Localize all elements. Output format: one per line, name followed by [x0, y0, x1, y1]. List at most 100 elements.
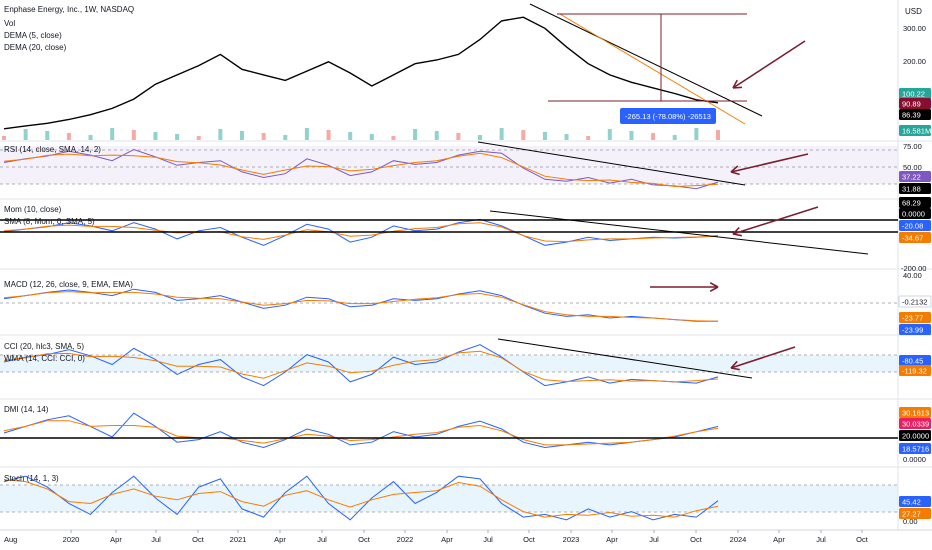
mom-sma-title: SMA (8, Mom, 0, SMA, 5)	[4, 217, 95, 226]
rsi-tag-bg-1	[899, 183, 931, 194]
time-label-14: Apr	[606, 535, 618, 544]
legend-dema-fast: DEMA (5, close)	[4, 31, 62, 40]
price-series	[3, 16, 719, 130]
price-trendline	[529, 3, 763, 117]
stoch-title: Stoch (14, 1, 3)	[4, 474, 59, 483]
legend-dema-slow: DEMA (20, close)	[4, 43, 67, 52]
time-label-20: Oct	[856, 535, 869, 544]
macd-tag-1: -23.77	[902, 314, 923, 323]
rsi-tag-bg-0	[899, 171, 931, 182]
macd-tag-0: -0.2132	[902, 298, 927, 307]
volume-bar	[283, 135, 288, 140]
volume-bar	[66, 133, 71, 140]
price-trendline-orange	[559, 13, 746, 125]
macd-tag-bg-0	[898, 295, 932, 308]
time-label-4: Oct	[192, 535, 205, 544]
rsi-trendline	[477, 141, 746, 186]
macd-title: MACD (12, 26, close, 9, EMA, EMA)	[4, 280, 133, 289]
stoch-tick-0: 0.00	[903, 517, 918, 526]
volume-bar	[348, 132, 353, 140]
mom-arrow-head-0	[732, 233, 742, 237]
price-tag-1: 90.89	[902, 100, 921, 109]
dmi-tag-bg-3	[899, 443, 931, 454]
volume-bar	[240, 131, 244, 140]
mom-tag-1: 0.0000	[902, 210, 925, 219]
legend-volume: Vol	[4, 19, 15, 28]
cci-tag-bg-1	[899, 365, 931, 376]
price-tag-bg-2	[899, 109, 931, 120]
rsi-tick-75: 75.00	[903, 142, 922, 151]
volume-bar	[564, 134, 569, 140]
dmi-tag-bg-1	[899, 418, 931, 429]
time-label-1: 2020	[63, 535, 80, 544]
price-tag-3: 16.581M	[902, 127, 931, 136]
volume-bar	[45, 131, 50, 140]
dmi-tag-2: 20.0000	[902, 432, 929, 441]
time-label-7: Jul	[317, 535, 327, 544]
stoch-tag-bg-0	[899, 496, 931, 507]
time-label-6: Apr	[274, 535, 286, 544]
rsi-tag-0: 37.22	[902, 173, 921, 182]
volume-bar	[304, 128, 309, 140]
volume-bar	[391, 136, 396, 140]
time-label-15: Jul	[649, 535, 659, 544]
mom-tag-bg-2	[899, 220, 931, 231]
dmi-signal	[3, 420, 719, 446]
mom-arrow-head-1	[732, 226, 740, 235]
cci-arrow-head-1	[730, 360, 738, 369]
mom-title: Mom (10, close)	[4, 205, 62, 214]
price-arrow	[732, 40, 806, 89]
macd-arrow-head-0	[709, 281, 719, 288]
price-arrow-head-1	[732, 79, 738, 89]
time-label-2: Apr	[110, 535, 122, 544]
volume-bar	[153, 132, 158, 140]
indicator-bands	[0, 146, 898, 513]
mom-tag-bg-3	[899, 232, 931, 243]
rsi-arrow	[730, 153, 809, 173]
volume-bar	[175, 134, 180, 140]
dmi-tag-bg-0	[899, 407, 931, 418]
currency-label: USD	[905, 7, 922, 16]
volume-bar	[110, 128, 115, 140]
rsi-tick-50: 50.00	[903, 163, 922, 172]
cci-band	[0, 355, 898, 372]
volume-bar	[499, 128, 504, 140]
time-label-12: Oct	[523, 535, 536, 544]
mom-tag-0: 68.29	[902, 199, 921, 208]
stoch-tag-1: 27.27	[902, 510, 921, 519]
cci-trendline	[497, 338, 753, 379]
mom-arrow	[732, 206, 819, 235]
chart-title: Enphase Energy, Inc., 1W, NASDAQ	[4, 5, 134, 14]
price-arrow-head-0	[732, 86, 743, 89]
time-label-9: 2022	[397, 535, 414, 544]
mom-tag-3: -34.67	[902, 234, 923, 243]
rsi-tag-1: 31.88	[902, 185, 921, 194]
cci-arrow-head-0	[730, 367, 740, 371]
mom-tag-bg-1	[899, 208, 931, 219]
dmi-tag-bg-2	[899, 430, 931, 441]
rsi-arrow-head-1	[730, 165, 739, 173]
time-label-16: Oct	[690, 535, 703, 544]
macd-tag-2: -23.99	[902, 326, 923, 335]
volume-bar	[131, 130, 136, 140]
cci-tag-bg-0	[899, 355, 931, 366]
mom-signal	[3, 222, 719, 243]
time-label-19: Jul	[816, 535, 826, 544]
trend-drawings	[0, 3, 898, 439]
rsi-signal	[3, 152, 719, 188]
time-label-11: Jul	[483, 535, 493, 544]
pane-separators	[0, 0, 932, 530]
volume-bar	[629, 131, 634, 140]
price-tag-bg-0	[899, 88, 931, 99]
time-label-8: Oct	[358, 535, 371, 544]
volume-bar	[369, 134, 374, 140]
stoch-tag-0: 45.42	[902, 498, 921, 507]
dmi-tick-0: 0.0000	[903, 455, 926, 464]
cci-signal	[3, 350, 719, 383]
macd-tick-40: 40.00	[903, 271, 922, 280]
volume-bar	[521, 130, 526, 140]
dmi-tag-3: 18.5716	[902, 445, 929, 454]
